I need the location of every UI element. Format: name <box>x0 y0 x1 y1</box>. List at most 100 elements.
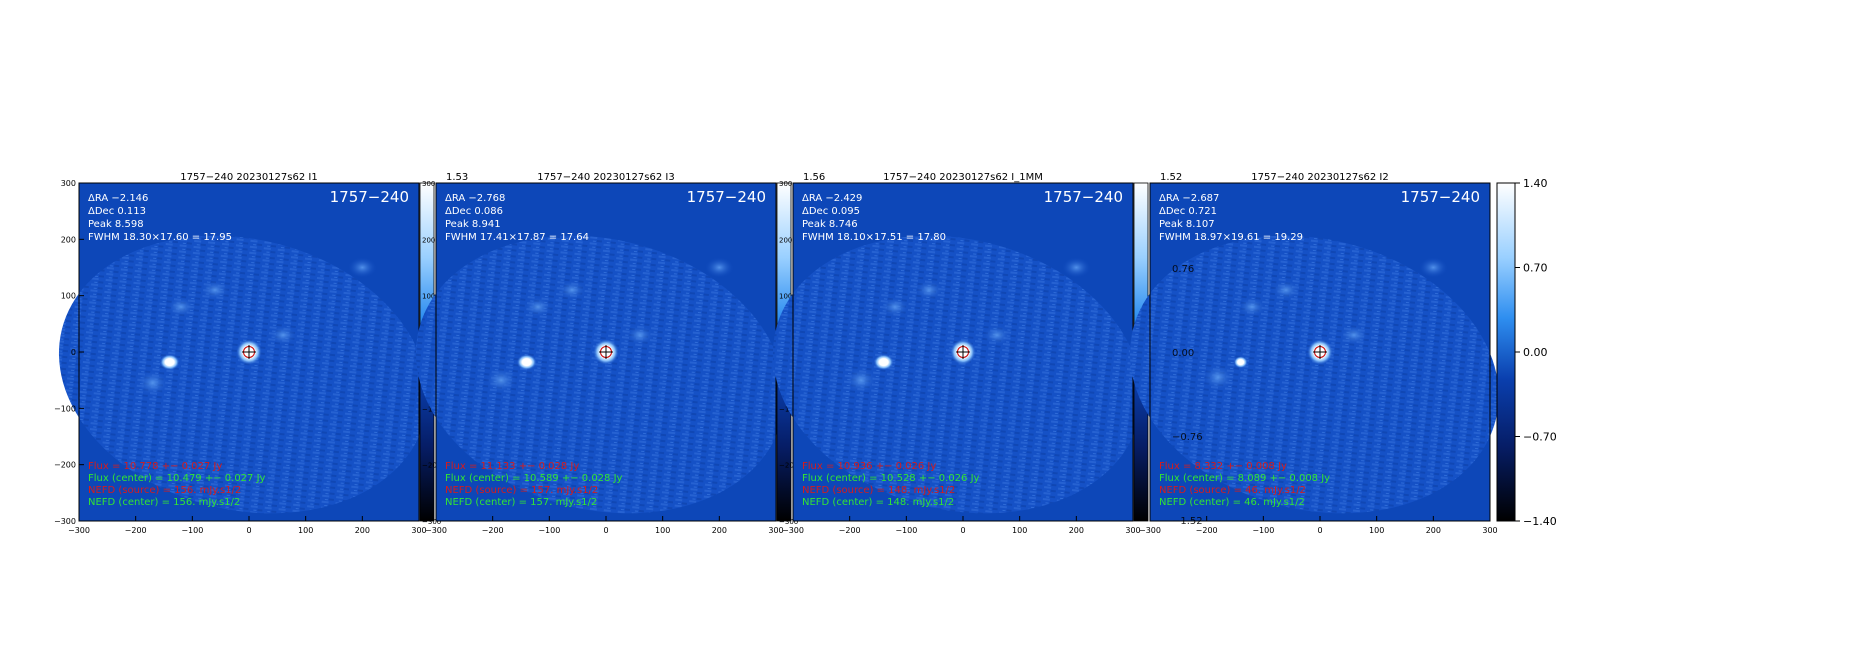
nefd-center: NEFD (center) = 156. mJy.s1/2 <box>88 497 240 508</box>
y-tick-label: 100 <box>61 292 76 301</box>
x-tick-label: −200 <box>125 526 147 535</box>
colorbar-strip-label: −200 <box>779 462 798 470</box>
diffuse-emission <box>983 325 1011 346</box>
source-label: 1757−240 <box>1401 188 1480 206</box>
x-tick-label: 300 <box>411 526 426 535</box>
info-line: ΔDec 0.086 <box>445 206 503 217</box>
diffuse-emission <box>269 325 297 346</box>
colorbar-strip-label: 100 <box>422 293 435 301</box>
colorbar-top-value: 1.53 <box>446 172 468 183</box>
diffuse-emission <box>1419 257 1448 278</box>
y-tick-label: 0 <box>71 348 76 357</box>
inner-colorbar-label: 0.00 <box>1172 348 1194 359</box>
nefd-source: NEFD (source) = 46. mJy.s1/2 <box>1159 485 1306 496</box>
flux-center: Flux (center) = 10.528 +− 0.026 Jy <box>802 473 980 484</box>
x-tick-label: −300 <box>1139 526 1161 535</box>
colorbar-top-value: 1.52 <box>1160 172 1182 183</box>
x-tick-label: 0 <box>603 526 608 535</box>
x-tick-label: 0 <box>1317 526 1322 535</box>
info-line: ΔRA −2.687 <box>1159 193 1219 204</box>
info-line: Peak 8.746 <box>802 219 858 230</box>
diffuse-emission <box>881 296 909 317</box>
y-tick-label: 200 <box>61 235 76 244</box>
flux-center: Flux (center) = 8.089 +− 0.008 Jy <box>1159 473 1330 484</box>
y-tick-label: 300 <box>61 179 76 188</box>
panel-1: 1757−240 20230127s62 I1 1757−240 ΔRA −2.14… <box>54 172 441 535</box>
panel-4: 1757−240 20230127s62 I2 1757−240 ΔRA −2.68… <box>1129 172 1499 535</box>
colorbar-strip-label: −300 <box>779 518 798 526</box>
panel-title: 1757−240 20230127s62 I1 <box>180 172 317 183</box>
colorbar <box>1496 182 1516 522</box>
info-line: Peak 8.107 <box>1159 219 1215 230</box>
nefd-center: NEFD (center) = 157. mJy.s1/2 <box>445 497 597 508</box>
flux-total: Flux = 10.936 +− 0.026 Jy <box>802 461 936 472</box>
x-tick-label: −300 <box>782 526 804 535</box>
inner-colorbar-label: −0.76 <box>1172 432 1203 443</box>
colorbar-tick-label: −0.70 <box>1523 431 1557 444</box>
colorbar-strip-label: −300 <box>422 518 441 526</box>
info-line: FWHM 18.30×17.60 = 17.95 <box>88 232 232 243</box>
flux-total: Flux = 10.778 +− 0.027 Jy <box>88 461 222 472</box>
diffuse-source <box>845 367 877 394</box>
x-tick-label: 200 <box>1426 526 1441 535</box>
nefd-center: NEFD (center) = 148. mJy.s1/2 <box>802 497 954 508</box>
x-tick-label: 300 <box>1482 526 1497 535</box>
x-tick-label: 0 <box>246 526 251 535</box>
info-line: Peak 8.941 <box>445 219 501 230</box>
nefd-center: NEFD (center) = 46. mJy.s1/2 <box>1159 497 1305 508</box>
colorbar-top-value: 1.56 <box>803 172 825 183</box>
colorbar-strip-label: 300 <box>422 180 435 188</box>
x-tick-label: −300 <box>425 526 447 535</box>
diffuse-emission <box>626 325 654 346</box>
nefd-source: NEFD (source) = 157. mJy.s1/2 <box>445 485 598 496</box>
colorbar-strip-label: 100 <box>779 293 792 301</box>
diffuse-emission <box>348 257 377 278</box>
x-tick-label: 300 <box>1125 526 1140 535</box>
x-tick-label: 200 <box>355 526 370 535</box>
source-label: 1757−240 <box>330 188 409 206</box>
secondary-source <box>516 354 537 371</box>
secondary-source <box>873 354 894 371</box>
y-tick-label: −200 <box>54 461 76 470</box>
x-tick-label: 200 <box>712 526 727 535</box>
source-label: 1757−240 <box>1044 188 1123 206</box>
diffuse-emission <box>1062 257 1091 278</box>
flux-center: Flux (center) = 10.589 +− 0.028 Jy <box>445 473 623 484</box>
info-line: FWHM 18.97×19.61 = 19.29 <box>1159 232 1303 243</box>
x-tick-label: 200 <box>1069 526 1084 535</box>
info-line: ΔDec 0.721 <box>1159 206 1217 217</box>
nefd-source: NEFD (source) = 148. mJy.s1/2 <box>802 485 955 496</box>
info-line: ΔRA −2.429 <box>802 193 862 204</box>
info-line: ΔRA −2.768 <box>445 193 505 204</box>
x-tick-label: −200 <box>1196 526 1218 535</box>
diffuse-emission <box>201 280 229 301</box>
info-line: Peak 8.598 <box>88 219 144 230</box>
x-tick-label: 300 <box>768 526 783 535</box>
x-tick-label: −200 <box>839 526 861 535</box>
inner-colorbar-label: 0.76 <box>1172 264 1194 275</box>
colorbar-strip-label: 200 <box>779 236 792 244</box>
colorbar-tick-label: 0.70 <box>1523 262 1548 275</box>
panel-2: 1757−240 20230127s62 I3 1757−240 ΔRA −2.76… <box>415 172 798 535</box>
diffuse-emission <box>558 280 586 301</box>
x-tick-label: −100 <box>181 526 203 535</box>
observed-field <box>1129 235 1499 514</box>
observed-field <box>772 235 1142 514</box>
observed-field <box>415 235 785 514</box>
diffuse-source <box>485 367 518 394</box>
flux-total: Flux = 11.133 +− 0.028 Jy <box>445 461 579 472</box>
info-line: ΔDec 0.095 <box>802 206 860 217</box>
colorbar-tick-label: 1.40 <box>1523 177 1548 190</box>
x-tick-label: −200 <box>482 526 504 535</box>
info-line: FWHM 18.10×17.51 = 17.80 <box>802 232 946 243</box>
x-tick-label: 0 <box>960 526 965 535</box>
panel-title: 1757−240 20230127s62 I2 <box>1251 172 1388 183</box>
flux-total: Flux = 8.332 +− 0.008 Jy <box>1159 461 1287 472</box>
flux-center: Flux (center) = 10.479 +− 0.027 Jy <box>88 473 266 484</box>
x-tick-label: 100 <box>1369 526 1384 535</box>
diffuse-emission <box>524 296 552 317</box>
y-tick-label: −100 <box>54 404 76 413</box>
secondary-source <box>159 354 180 371</box>
colorbar-tick-label: −1.40 <box>1523 515 1557 528</box>
